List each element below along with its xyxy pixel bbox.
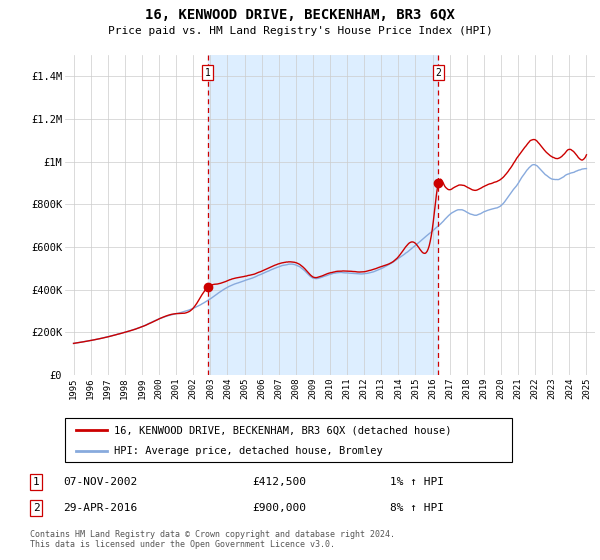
Text: 16, KENWOOD DRIVE, BECKENHAM, BR3 6QX: 16, KENWOOD DRIVE, BECKENHAM, BR3 6QX [145,8,455,22]
FancyBboxPatch shape [65,418,512,462]
Text: 1: 1 [32,477,40,487]
Text: 2: 2 [435,68,441,78]
Text: Contains HM Land Registry data © Crown copyright and database right 2024.
This d: Contains HM Land Registry data © Crown c… [30,530,395,549]
Text: HPI: Average price, detached house, Bromley: HPI: Average price, detached house, Brom… [114,446,383,456]
Text: 16, KENWOOD DRIVE, BECKENHAM, BR3 6QX (detached house): 16, KENWOOD DRIVE, BECKENHAM, BR3 6QX (d… [114,426,452,435]
Text: Price paid vs. HM Land Registry's House Price Index (HPI): Price paid vs. HM Land Registry's House … [107,26,493,36]
Text: 8% ↑ HPI: 8% ↑ HPI [390,503,444,513]
Text: 1: 1 [205,68,211,78]
Text: 2: 2 [32,503,40,513]
Text: £900,000: £900,000 [252,503,306,513]
Text: 1% ↑ HPI: 1% ↑ HPI [390,477,444,487]
Text: 29-APR-2016: 29-APR-2016 [63,503,137,513]
Bar [208,55,438,375]
Text: £412,500: £412,500 [252,477,306,487]
Text: 07-NOV-2002: 07-NOV-2002 [63,477,137,487]
